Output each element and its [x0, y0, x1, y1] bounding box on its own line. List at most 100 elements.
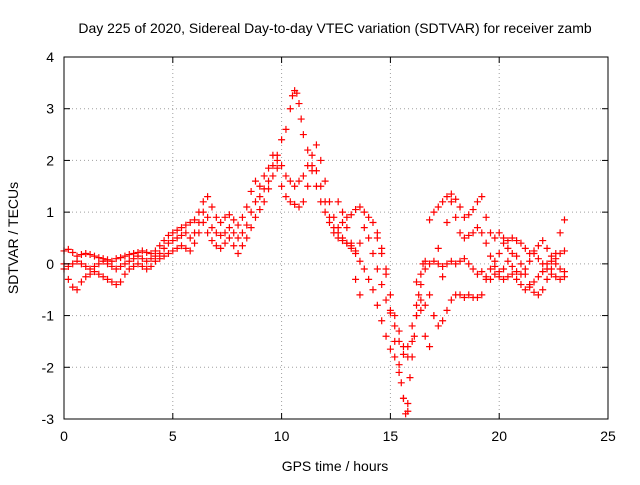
- data-point-plus: [260, 198, 268, 206]
- grid-layer: [64, 57, 608, 419]
- y-tick-label: 2: [46, 152, 54, 168]
- data-point-plus: [117, 278, 125, 286]
- data-point-plus: [182, 244, 190, 252]
- data-point-plus: [160, 244, 168, 252]
- data-point-plus: [151, 252, 159, 260]
- data-point-plus: [134, 252, 142, 260]
- data-point-plus: [221, 229, 229, 237]
- data-point-plus: [556, 275, 564, 283]
- data-point-plus: [508, 262, 516, 270]
- data-point-plus: [373, 301, 381, 309]
- data-point-plus: [173, 244, 181, 252]
- data-point-plus: [204, 193, 212, 201]
- data-point-plus: [500, 265, 508, 273]
- data-point-plus: [82, 273, 90, 281]
- data-point-plus: [530, 278, 538, 286]
- data-point-plus: [406, 374, 414, 382]
- data-point-plus: [415, 291, 423, 299]
- y-tick-label: 3: [46, 101, 54, 117]
- data-point-plus: [365, 213, 373, 221]
- data-point-plus: [404, 399, 412, 407]
- x-tick-label: 20: [491, 428, 507, 444]
- data-point-plus: [160, 252, 168, 260]
- data-point-plus: [443, 306, 451, 314]
- data-point-plus: [408, 322, 416, 330]
- data-point-plus: [391, 337, 399, 345]
- data-point-plus: [178, 242, 186, 250]
- data-point-plus: [482, 239, 490, 247]
- data-point-plus: [251, 198, 259, 206]
- data-point-plus: [478, 291, 486, 299]
- y-axis-label: SDTVAR / TECUs: [5, 182, 21, 294]
- data-point-plus: [430, 257, 438, 265]
- data-point-plus: [460, 234, 468, 242]
- data-point-plus: [373, 265, 381, 273]
- data-point-plus: [378, 250, 386, 258]
- data-point-plus: [443, 193, 451, 201]
- data-point-plus: [517, 270, 525, 278]
- data-point-plus: [295, 100, 303, 108]
- data-point-plus: [543, 275, 551, 283]
- data-point-plus: [186, 247, 194, 255]
- data-point-plus: [247, 187, 255, 195]
- data-point-plus: [460, 293, 468, 301]
- data-point-plus: [64, 275, 72, 283]
- data-point-plus: [334, 229, 342, 237]
- data-point-plus: [334, 198, 342, 206]
- data-point-plus: [217, 244, 225, 252]
- data-point-plus: [508, 250, 516, 258]
- data-point-plus: [434, 244, 442, 252]
- data-point-plus: [460, 213, 468, 221]
- x-tick-labels: 0 5 10 15 20 25: [60, 428, 616, 444]
- data-point-plus: [521, 286, 529, 294]
- data-point-plus: [395, 327, 403, 335]
- data-point-plus: [125, 251, 133, 259]
- data-point-plus: [456, 229, 464, 237]
- data-point-plus: [430, 208, 438, 216]
- data-point-plus: [160, 237, 168, 245]
- data-point-plus: [221, 239, 229, 247]
- data-point-plus: [473, 270, 481, 278]
- data-point-plus: [247, 208, 255, 216]
- data-point-plus: [417, 306, 425, 314]
- data-point-plus: [552, 273, 560, 281]
- y-tick-label: 1: [46, 204, 54, 220]
- data-point-plus: [347, 211, 355, 219]
- data-point-plus: [104, 260, 112, 268]
- data-point-plus: [339, 208, 347, 216]
- data-point-plus: [73, 257, 81, 265]
- data-point-plus: [508, 234, 516, 242]
- data-point-plus: [452, 213, 460, 221]
- data-point-plus: [299, 172, 307, 180]
- y-tick-label: -3: [42, 411, 55, 427]
- data-point-plus: [447, 190, 455, 198]
- data-point-plus: [426, 216, 434, 224]
- data-point-plus: [356, 239, 364, 247]
- data-point-plus: [273, 151, 281, 159]
- series-trace-a: [60, 87, 568, 418]
- data-point-plus: [408, 337, 416, 345]
- data-point-plus: [526, 283, 534, 291]
- data-point-plus: [312, 141, 320, 149]
- data-point-plus: [365, 234, 373, 242]
- data-point-plus: [517, 281, 525, 289]
- data-point-plus: [77, 260, 85, 268]
- data-point-plus: [373, 234, 381, 242]
- ticks-layer: [63, 56, 609, 420]
- data-point-plus: [552, 260, 560, 268]
- data-point-plus: [278, 162, 286, 170]
- data-point-plus: [543, 244, 551, 252]
- data-point-plus: [269, 172, 277, 180]
- data-point-plus: [391, 353, 399, 361]
- data-point-plus: [156, 250, 164, 258]
- data-point-plus: [421, 301, 429, 309]
- data-point-plus: [86, 265, 94, 273]
- data-point-plus: [521, 265, 529, 273]
- data-point-plus: [278, 182, 286, 190]
- data-point-plus: [256, 182, 264, 190]
- data-point-plus: [360, 208, 368, 216]
- y-tick-label: 0: [46, 256, 54, 272]
- data-point-plus: [147, 262, 155, 270]
- data-point-plus: [138, 262, 146, 270]
